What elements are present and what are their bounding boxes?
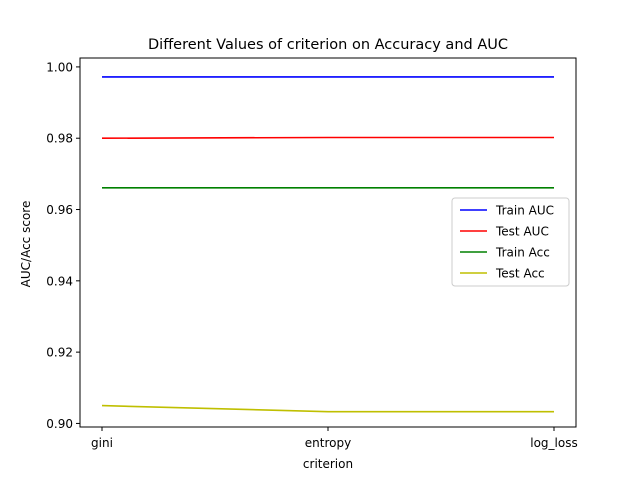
x-tick-label: entropy [305,436,351,450]
y-axis: 0.90 0.92 0.94 0.96 0.98 1.00 [46,60,80,431]
y-tick-label: 0.98 [46,132,73,146]
y-tick-label: 1.00 [46,60,73,74]
legend-label: Test Acc [495,267,545,281]
y-tick-label: 0.92 [46,346,73,360]
x-axis: gini entropy log_loss [91,427,578,450]
legend-label: Test AUC [495,225,549,239]
series-line [101,136,554,140]
x-tick-label: gini [91,436,113,450]
y-tick-label: 0.96 [46,203,73,217]
series-lines [101,76,554,413]
legend-label: Train AUC [495,204,554,218]
chart-title: Different Values of criterion on Accurac… [148,37,508,53]
legend-box [451,197,570,287]
y-tick-label: 0.94 [46,274,73,288]
x-axis-label: criterion [303,457,353,471]
y-axis-label: AUC/Acc score [19,201,33,288]
x-tick-label: log_loss [530,436,577,450]
legend: Train AUC Test AUC Train Acc Test Acc [451,197,570,287]
y-tick-label: 0.90 [46,417,73,431]
legend-label: Train Acc [495,246,550,260]
series-line [101,404,554,413]
